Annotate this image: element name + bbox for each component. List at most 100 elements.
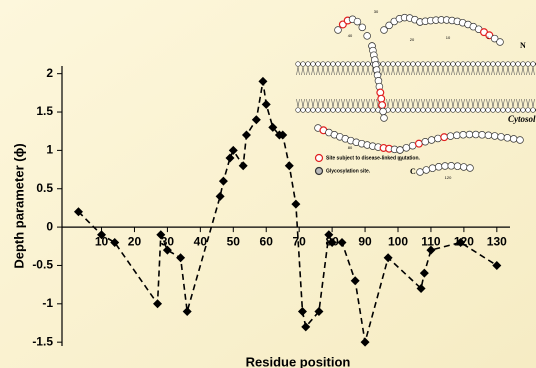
data-point [97,230,107,240]
lipid-tail [426,98,429,108]
lipid-head [440,107,446,113]
lipid-tail [411,66,414,76]
y-tick-label: 1.5 [36,104,53,118]
legend-marker [314,166,324,176]
lipid-head [325,107,331,113]
lipid-tail [316,98,319,108]
lipid-tail [522,98,525,108]
lipid-tail [347,98,350,108]
data-point [383,253,393,263]
residue-bead [472,130,480,139]
lipid-tail [521,66,524,76]
residue-bead [380,26,388,34]
lipid-tail [381,66,384,76]
lipid-tail [521,98,524,108]
lipid-head [355,107,361,113]
data-point [215,191,225,201]
x-axis-title: Residue position [246,354,351,368]
lipid-tail [376,98,379,108]
lipid-head [415,107,421,113]
lipid-tail [511,98,514,108]
residue-bead [435,163,443,171]
lipid-tail [422,66,425,76]
lipid-tail [477,66,480,76]
lipid-tail [401,98,404,108]
lipid-tail [452,98,455,108]
lipid-head [360,61,366,67]
lipid-head [500,107,506,113]
lipid-tail [351,98,354,108]
lipid-tail [501,98,504,108]
lipid-tail [446,66,449,76]
lipid-head [400,107,406,113]
lipid-head [365,107,371,113]
lipid-head [420,107,426,113]
lipid-tail [412,66,415,76]
y-tick-label: 1 [46,143,53,157]
lipid-tail [407,66,410,76]
lipid-tail [532,98,535,108]
lipid-tail [437,66,440,76]
lipid-tail [387,66,390,76]
lipid-tail [372,98,375,108]
lipid-tail [507,98,510,108]
lipid-head [350,107,356,113]
residue-bead [380,114,388,122]
lipid-tail [442,98,445,108]
lipid-tail [322,66,325,76]
lipid-tail [351,66,354,76]
lipid-tail [361,66,364,76]
lipid-tail [402,98,405,108]
lipid-tail [481,98,484,108]
lipid-tail [332,98,335,108]
residue-bead [378,101,387,110]
bead-number: 120 [445,175,452,180]
residue-bead [358,23,367,32]
lipid-tail [402,66,405,76]
data-point [284,161,294,171]
lipid-head [525,107,531,113]
lipid-tail [387,98,390,108]
data-point [73,207,83,217]
lipid-tail [366,98,369,108]
data-point [268,122,278,132]
lipid-head [490,61,496,67]
lipid-tail [476,98,479,108]
lipid-tail [491,98,494,108]
lipid-tail [441,66,444,76]
lipid-tail [336,66,339,76]
lipid-head [360,107,366,113]
lipid-tail [436,98,439,108]
lipid-head [330,107,336,113]
lipid-tail [457,66,460,76]
lipid-head [415,61,421,67]
residue-bead [503,134,512,142]
lipid-tail [481,66,484,76]
lipid-head [485,61,491,67]
bead-number: 80 [348,145,353,150]
lipid-head [335,61,341,67]
lipid-tail [331,98,334,108]
bead-number: 30 [374,9,379,14]
lipid-head [470,107,476,113]
lipid-tail [306,98,309,108]
lipid-tail [362,98,365,108]
lipid-tail [396,98,399,108]
data-point [162,245,172,255]
lipid-tail [461,66,464,76]
lipid-tail [456,66,459,76]
lipid-head [510,61,516,67]
lipid-tail [397,98,400,108]
lipid-tail [327,66,330,76]
lipid-head [315,61,321,67]
lipid-tail [427,66,430,76]
residue-bead [377,94,386,103]
lipid-tail [347,66,350,76]
lipid-tail [312,98,315,108]
lipid-head [295,61,301,67]
lipid-head [365,61,371,67]
lipid-head [480,107,486,113]
lipid-tail [522,66,525,76]
lipid-tail [357,66,360,76]
